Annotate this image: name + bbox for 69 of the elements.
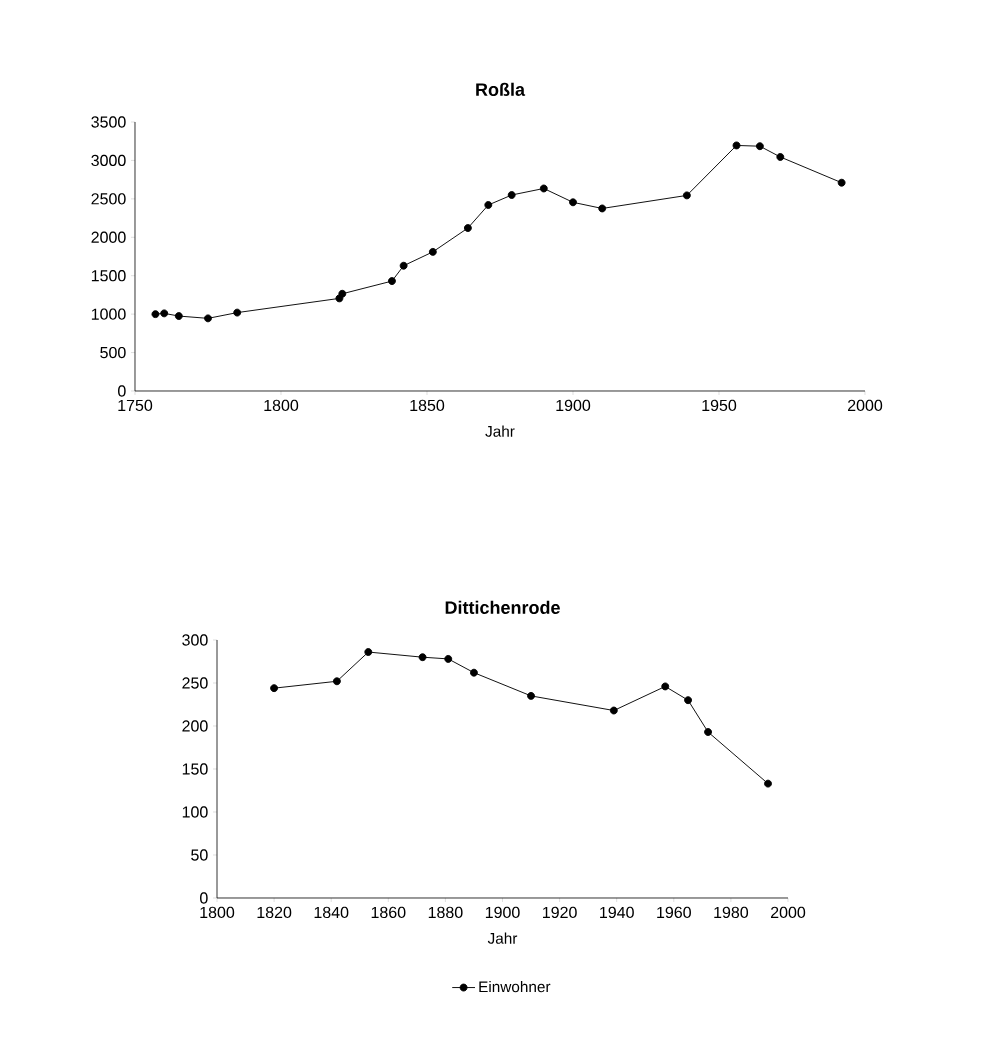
point: [684, 696, 693, 705]
point: [732, 141, 741, 150]
point: [507, 191, 516, 199]
point: [399, 261, 408, 270]
point: [174, 312, 183, 320]
y-tick-label: 3000: [91, 154, 126, 167]
x-tick-label: 1750: [118, 399, 153, 412]
point: [233, 308, 242, 317]
x-axis-title: Jahr: [485, 425, 515, 437]
y-tick-label: 1500: [91, 270, 126, 282]
chart-title: Dittichenrode: [445, 600, 560, 614]
x-axis-title: Jahr: [487, 932, 518, 944]
x-tick-label: 1950: [702, 399, 737, 412]
x-tick-label: 1800: [200, 906, 235, 919]
x-tick-label: 1940: [600, 906, 634, 919]
point: [332, 677, 341, 686]
point: [463, 224, 472, 232]
point: [527, 691, 535, 700]
point: [388, 277, 396, 286]
point: [428, 247, 437, 256]
x-tick-label: 1860: [371, 906, 406, 919]
y-tick-label: 50: [191, 849, 208, 861]
point: [270, 684, 279, 693]
point: [539, 184, 548, 193]
x-tick-label: 1900: [485, 906, 520, 919]
x-tick-label: 1850: [410, 399, 445, 412]
x-tick-label: 1960: [657, 906, 691, 919]
point: [764, 779, 772, 788]
y-tick-label: 2000: [91, 231, 126, 243]
point: [682, 191, 691, 200]
legend-label: Einwohner: [479, 981, 551, 993]
x-tick-label: 2000: [847, 399, 883, 412]
y-tick-label: 0: [118, 385, 126, 397]
point: [661, 682, 670, 691]
x-tick-label: 1980: [714, 906, 749, 919]
y-tick-label: 200: [182, 720, 208, 732]
y-tick-label: 500: [100, 346, 126, 359]
point: [444, 654, 453, 663]
point: [364, 648, 373, 656]
x-tick-label: 1800: [264, 399, 299, 412]
point: [160, 309, 169, 318]
point: [837, 178, 846, 187]
y-tick-label: 250: [182, 677, 208, 689]
point: [598, 204, 607, 213]
y-tick-label: 150: [182, 763, 208, 775]
x-tick-label: 1840: [314, 906, 349, 919]
y-tick-label: 0: [200, 892, 208, 904]
point: [470, 668, 478, 677]
y-tick-label: 1000: [91, 308, 126, 320]
y-tick-label: 100: [182, 806, 208, 818]
point: [484, 201, 493, 209]
point: [151, 310, 160, 319]
x-tick-label: 1920: [543, 906, 577, 919]
y-tick-label: 2500: [91, 193, 126, 205]
point: [776, 153, 785, 161]
point: [704, 728, 712, 736]
point: [569, 198, 577, 207]
point: [204, 314, 212, 323]
point: [418, 653, 427, 662]
x-tick-label: 2000: [770, 906, 806, 919]
point: [755, 142, 764, 151]
x-tick-label: 1820: [257, 906, 292, 919]
y-tick-label: 300: [182, 634, 208, 646]
point: [338, 289, 347, 298]
chart-title: Roßla: [476, 82, 526, 96]
x-tick-label: 1880: [428, 906, 463, 919]
x-tick-label: 1900: [556, 399, 591, 412]
point: [609, 706, 618, 715]
y-tick-label: 3500: [91, 116, 126, 128]
